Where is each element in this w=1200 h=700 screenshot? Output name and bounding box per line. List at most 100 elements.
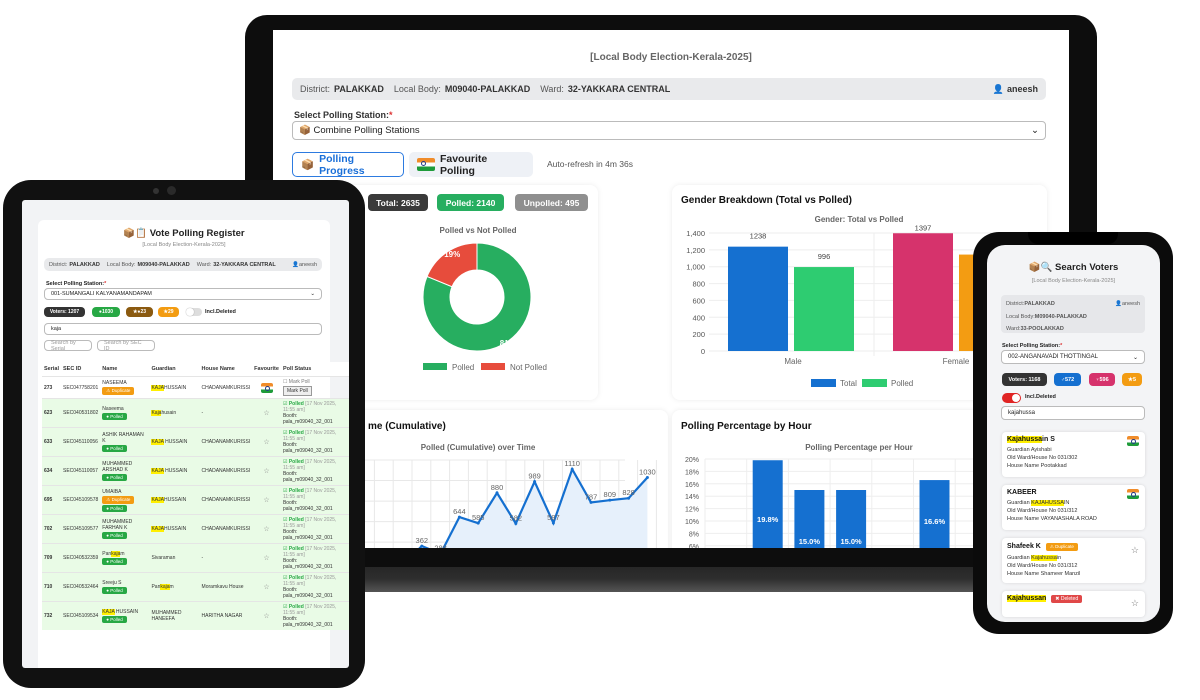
ballot-box-icon: 📦📋 (123, 228, 148, 239)
sec-id-search-input[interactable]: Search by SEC ID (97, 340, 155, 352)
user-menu[interactable]: 👤aneesh (993, 84, 1038, 95)
favourite-cell[interactable]: ☆ (252, 543, 281, 573)
voter-name: Kajahussain S (1007, 436, 1140, 443)
house-name-cell: CHADANAMKURISSI (199, 485, 253, 515)
house-name-cell: CHADANAMKURISSI (199, 456, 253, 486)
user-menu[interactable]: 👤aneesh (1115, 298, 1140, 311)
include-deleted-toggle[interactable] (1002, 393, 1021, 403)
legend-swatch (811, 379, 836, 387)
col-serial: Serial (42, 362, 61, 377)
favourite-cell[interactable]: ☆ (252, 456, 281, 486)
y-tick-label: 12% (685, 507, 699, 514)
table-row[interactable]: 634 SEC045110057 MUHAMMED ARSHAD K ● Polled… (42, 456, 349, 486)
favourite-cell[interactable]: ☆ (252, 572, 281, 602)
booth-label: Booth: (282, 558, 298, 564)
polling-station-select[interactable]: 001-SUMANGALI KALYANAMANDAPAM ⌄ (44, 288, 322, 300)
tab-favourite-polling[interactable]: Favourite Polling (409, 152, 533, 177)
polling-station-select[interactable]: 📦 Combine Polling Stations ⌄ (292, 121, 1046, 140)
guardian-text: MUHAMMED HANEEFA (151, 610, 182, 622)
district-label: District: (49, 261, 68, 268)
hour-bar (836, 490, 867, 548)
star-icon[interactable]: ☆ (263, 410, 270, 417)
flag-icon[interactable] (1127, 436, 1139, 446)
table-row[interactable]: 633 SEC045110056 ASHIK RAHAMAN K ● Polled KA… (42, 427, 349, 457)
voter-name-text: ASHIK RAHAMAN K (102, 432, 144, 444)
voter-card[interactable]: Kajahussain S Guardian Ayishabi Old Ward/H… (1002, 432, 1145, 477)
house-name-cell: HARITHA NAGAR (199, 601, 253, 630)
voter-card[interactable]: Kajahussan ✖ Deleted ☆ (1002, 591, 1145, 617)
bar-data-label: 996 (818, 252, 831, 261)
serial-search-input[interactable]: Search by Serial (44, 340, 92, 352)
duplicate-badge: ⚠ Duplicate (102, 387, 135, 395)
mark-poll-button[interactable]: Mark Poll (282, 386, 312, 396)
bar-data-label: 16.6% (924, 517, 946, 526)
star-icon[interactable]: ☆ (1130, 545, 1139, 555)
favourite-cell[interactable]: ☆ (252, 514, 281, 544)
table-row[interactable]: 273 SEC047758201 NASEEMA ⚠ Duplicate KAJAHUS… (42, 376, 349, 399)
flag-icon[interactable] (260, 382, 273, 393)
user-icon: 👤 (292, 261, 299, 268)
mark-poll-checkbox[interactable]: ☐ Mark Poll (282, 379, 310, 385)
old-ward-label: Old Ward/House No (1007, 563, 1058, 569)
point-data-label: 362 (416, 536, 429, 545)
sec-id-cell: SEC040532464 (60, 572, 101, 602)
guardian-highlight: Kajahussa (1031, 555, 1057, 561)
polling-station-select[interactable]: 002-ANGANAVADI THOTTINGAL ⌄ (1001, 350, 1145, 364)
local-body-label: Local Body: (1006, 313, 1035, 320)
star-icon[interactable]: ☆ (263, 439, 270, 446)
voter-name-text: NASEEMA (102, 380, 127, 386)
favourite-cell[interactable]: ☆ (252, 398, 281, 428)
star-icon[interactable]: ☆ (263, 526, 270, 533)
line-point (457, 515, 461, 519)
serial-cell: 623 (42, 398, 61, 428)
bar-data-label: 15.0% (840, 537, 862, 546)
star-icon: ★ (1128, 376, 1133, 383)
voter-search-input[interactable]: kajahussa (1001, 406, 1145, 420)
star-icon[interactable]: ☆ (263, 613, 270, 620)
col-favourite: Favourite (252, 362, 281, 377)
table-row[interactable]: 623 SEC040531802 Naseema ● Polled Kajahusain… (42, 398, 349, 428)
poll-status-cell: ☑ Polled [17 Nov 2025, 11:55 am] Booth: pa… (280, 601, 349, 630)
star-icon[interactable]: ☆ (263, 468, 270, 475)
ward-value: 32-YAKKARA CENTRAL (213, 261, 276, 268)
name-search-input[interactable]: kaja (44, 323, 322, 335)
polled-badge: ● Polled (102, 587, 127, 594)
tab-polling-progress[interactable]: 📦 Polling Progress (292, 152, 404, 177)
table-row[interactable]: 710 SEC040532464 Sreeju S ● Polled Pankajam M… (42, 572, 349, 602)
table-row[interactable]: 732 SEC045109534 KAJA HUSSAIN ● Polled MUHAM… (42, 601, 349, 630)
house-name-label: House Name (1007, 516, 1041, 522)
point-data-label: 585 (472, 513, 485, 522)
polled-time: [17 Nov 2025, 11:55 am] (282, 517, 337, 529)
sec-id-cell: SEC047758201 (60, 376, 101, 399)
favourite-cell[interactable]: ☆ (252, 427, 281, 457)
y-tick-label: 14% (685, 494, 699, 501)
favourite-cell[interactable]: ☆ (252, 485, 281, 515)
include-deleted-toggle[interactable] (186, 308, 202, 316)
ballot-box-icon: 📦 (299, 125, 311, 136)
table-row[interactable]: 702 SEC045109577 MUHAMMED FARHAN K ● Polled… (42, 514, 349, 544)
table-row[interactable]: 695 SEC045109578 UMAIBA ⚠ Duplicate ● Polled… (42, 485, 349, 515)
favourite-cell[interactable]: ☆ (252, 601, 281, 630)
duplicate-badge: ⚠ Duplicate (1045, 543, 1078, 551)
name-cell: ASHIK RAHAMAN K ● Polled (100, 427, 150, 457)
polled-badge: ● Polled (102, 558, 127, 565)
favourite-cell[interactable] (252, 376, 281, 399)
guardian-cell: KAJA HUSSAIN (149, 427, 200, 457)
line-point (533, 480, 537, 484)
polled-badge: ● Polled (102, 474, 127, 481)
table-row[interactable]: 709 SEC040532359 Pankajam ● Polled Sivaraman… (42, 543, 349, 573)
star-icon[interactable]: ☆ (263, 497, 270, 504)
sec-id-cell: SEC045109577 (60, 514, 101, 544)
check-icon: ☑ (282, 604, 289, 610)
star-icon[interactable]: ☆ (1130, 598, 1139, 608)
house-name-line: House Name Shameer Manzil (1007, 571, 1140, 577)
star-icon[interactable]: ☆ (263, 584, 270, 591)
user-menu[interactable]: 👤aneesh (292, 262, 317, 268)
voter-card[interactable]: KABEER Guardian KAJAHUSSAIN Old Ward/House… (1002, 485, 1145, 530)
col-house-name: House Name (199, 362, 253, 377)
legend-label: Not Polled (510, 363, 547, 372)
flag-icon[interactable] (1127, 489, 1139, 499)
voter-card[interactable]: Shafeek K ⚠ Duplicate ☆ Guardian Kajahussai… (1002, 538, 1145, 583)
star-icon[interactable]: ☆ (263, 555, 270, 562)
register-title: 📦📋 Vote Polling Register (38, 228, 330, 239)
